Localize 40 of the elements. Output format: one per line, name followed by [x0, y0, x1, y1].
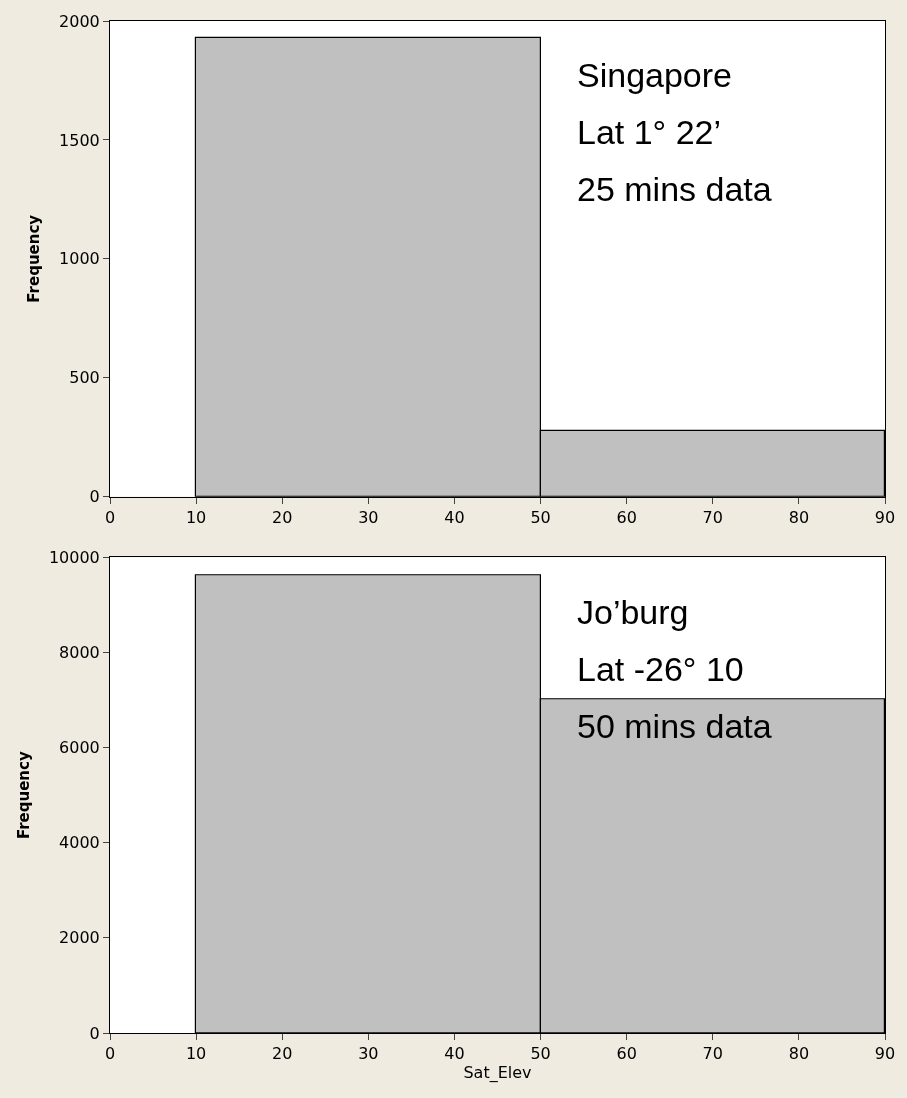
- x-tick-label: 40: [444, 1044, 465, 1064]
- x-tick-label: 30: [358, 1044, 379, 1064]
- x-tick-label: 10: [185, 1044, 207, 1064]
- x-tick-label: 0: [104, 1044, 116, 1064]
- x-tick-label: 30: [358, 507, 379, 527]
- y-axis-title: Frequency: [25, 214, 44, 303]
- y-tick-label: 1500: [59, 130, 100, 150]
- y-tick-label: 0: [89, 1023, 100, 1043]
- y-tick-label: 0: [89, 487, 100, 507]
- x-tick-label: 80: [788, 507, 810, 527]
- y-tick-label: 6000: [59, 738, 100, 758]
- x-tick-label: 0: [104, 507, 116, 527]
- annotation: Singapore: [577, 56, 733, 94]
- x-axis-title: Sat_Elev: [463, 1063, 532, 1084]
- x-tick-label: 20: [272, 507, 293, 527]
- x-tick-label: 10: [185, 507, 207, 527]
- x-tick-label: 70: [702, 1044, 723, 1064]
- annotation: 25 mins data: [577, 170, 772, 208]
- x-tick-label: 50: [530, 1044, 551, 1064]
- annotation: 50 mins data: [577, 707, 772, 745]
- x-tick-label: 80: [788, 1044, 810, 1064]
- y-tick-label: 4000: [59, 833, 100, 853]
- y-tick-label: 10000: [48, 547, 100, 567]
- x-tick-label: 60: [616, 1044, 637, 1064]
- annotation: Jo’burg: [577, 593, 689, 631]
- annotation: Lat -26° 10: [577, 650, 744, 688]
- x-tick-label: 50: [530, 507, 551, 527]
- y-tick-label: 2000: [59, 11, 100, 31]
- annotation: Lat 1° 22’: [577, 113, 722, 151]
- x-tick-label: 70: [702, 507, 723, 527]
- y-tick-label: 8000: [59, 643, 100, 663]
- x-tick-label: 60: [616, 507, 637, 527]
- y-axis-title: Frequency: [15, 751, 34, 840]
- x-tick-label: 20: [272, 1044, 293, 1064]
- x-tick-label: 40: [444, 507, 465, 527]
- y-tick-label: 2000: [59, 928, 100, 948]
- y-tick-label: 500: [69, 368, 100, 388]
- x-tick-label: 90: [874, 507, 896, 527]
- y-tick-label: 1000: [59, 249, 100, 269]
- x-tick-label: 90: [874, 1044, 896, 1064]
